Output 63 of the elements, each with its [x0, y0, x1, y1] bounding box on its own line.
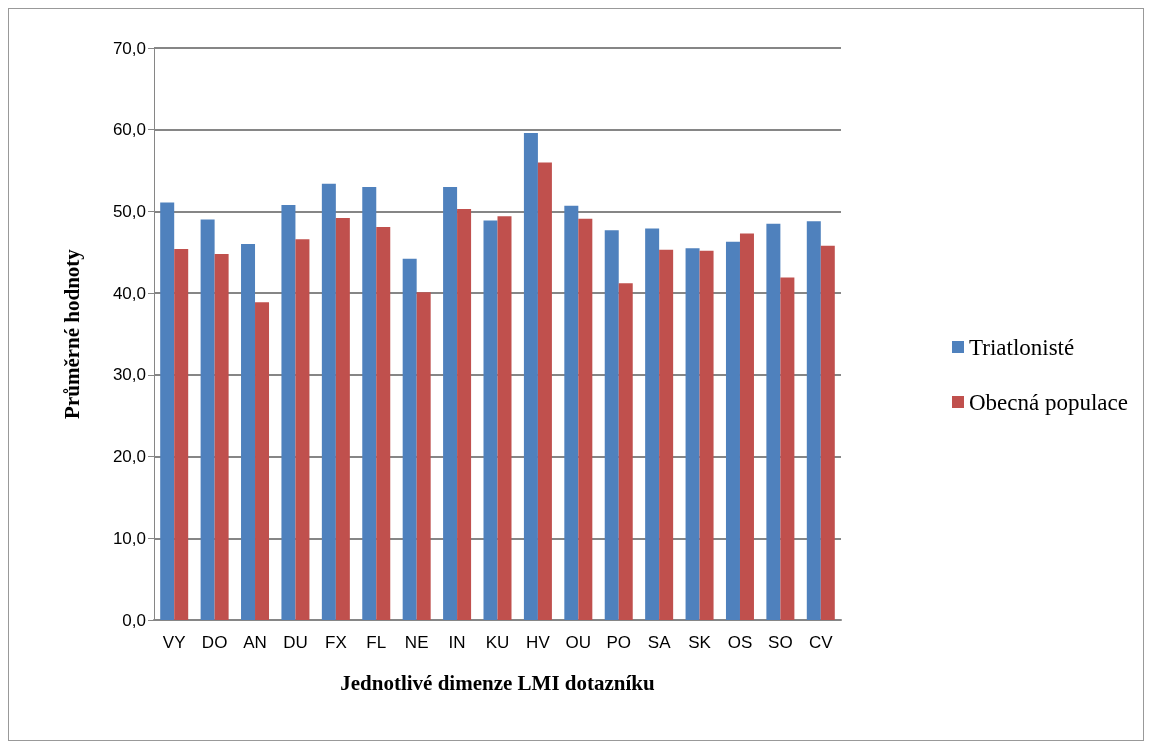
bar	[766, 223, 781, 620]
bar	[578, 218, 593, 620]
y-tick-label: 40,0	[112, 283, 146, 303]
y-tick-label: 20,0	[112, 447, 146, 467]
y-tick-label: 30,0	[112, 365, 146, 385]
bar	[604, 230, 619, 620]
bar	[645, 228, 660, 620]
x-tick-label: KU	[485, 633, 510, 652]
x-tick-label: DU	[283, 633, 308, 652]
x-tick-label: FL	[366, 633, 387, 652]
bar	[497, 216, 512, 620]
bar	[255, 302, 270, 620]
bar	[780, 277, 795, 620]
x-tick-label: VY	[162, 633, 186, 652]
y-tick-label: 50,0	[112, 201, 146, 221]
x-tick-label: AN	[243, 633, 267, 652]
bar	[321, 183, 336, 620]
bar	[457, 208, 472, 620]
legend-label: Obecná populace	[969, 389, 1129, 415]
x-tick-label: CV	[808, 633, 834, 652]
bar	[820, 245, 835, 620]
bar	[281, 204, 296, 620]
bar	[685, 248, 700, 620]
bar	[402, 258, 417, 620]
bar	[443, 186, 458, 620]
x-axis-title: Jednotlivé dimenze LMI dotazníku	[340, 670, 656, 695]
bar	[725, 241, 740, 620]
y-tick-label: 0,0	[122, 610, 146, 630]
bar	[241, 244, 256, 620]
x-tick-label: OU	[565, 633, 592, 652]
bar	[295, 239, 310, 620]
x-tick-label: SO	[768, 633, 793, 652]
x-tick-label: FX	[324, 633, 347, 652]
bar	[739, 233, 754, 620]
bar	[214, 253, 229, 620]
y-tick-label: 10,0	[112, 528, 146, 548]
x-tick-label: IN	[448, 633, 466, 652]
x-tick-label: NE	[404, 633, 429, 652]
x-tick-label: SA	[647, 633, 672, 652]
x-tick-label: PO	[606, 633, 632, 652]
y-tick-label: 60,0	[112, 120, 146, 140]
bar	[362, 186, 377, 620]
y-tick-label: 70,0	[112, 38, 146, 58]
bar	[659, 249, 674, 620]
bar	[618, 283, 633, 620]
x-tick-label: DO	[201, 633, 228, 652]
bar	[564, 205, 579, 620]
bar	[416, 292, 431, 620]
legend-label: Triatlonisté	[969, 334, 1075, 360]
bar	[160, 202, 175, 620]
x-tick-label: HV	[526, 633, 551, 652]
x-tick-label: OS	[727, 633, 753, 652]
x-tick-label: SK	[688, 633, 712, 652]
bar	[174, 249, 189, 620]
bar	[806, 221, 821, 620]
bar	[200, 219, 215, 620]
bar	[537, 162, 552, 620]
bar	[699, 250, 714, 620]
bar	[376, 226, 391, 620]
y-axis-title: Průměrné hodnoty	[59, 248, 84, 419]
bar	[335, 217, 350, 620]
bar	[483, 220, 498, 620]
bar	[523, 132, 538, 620]
